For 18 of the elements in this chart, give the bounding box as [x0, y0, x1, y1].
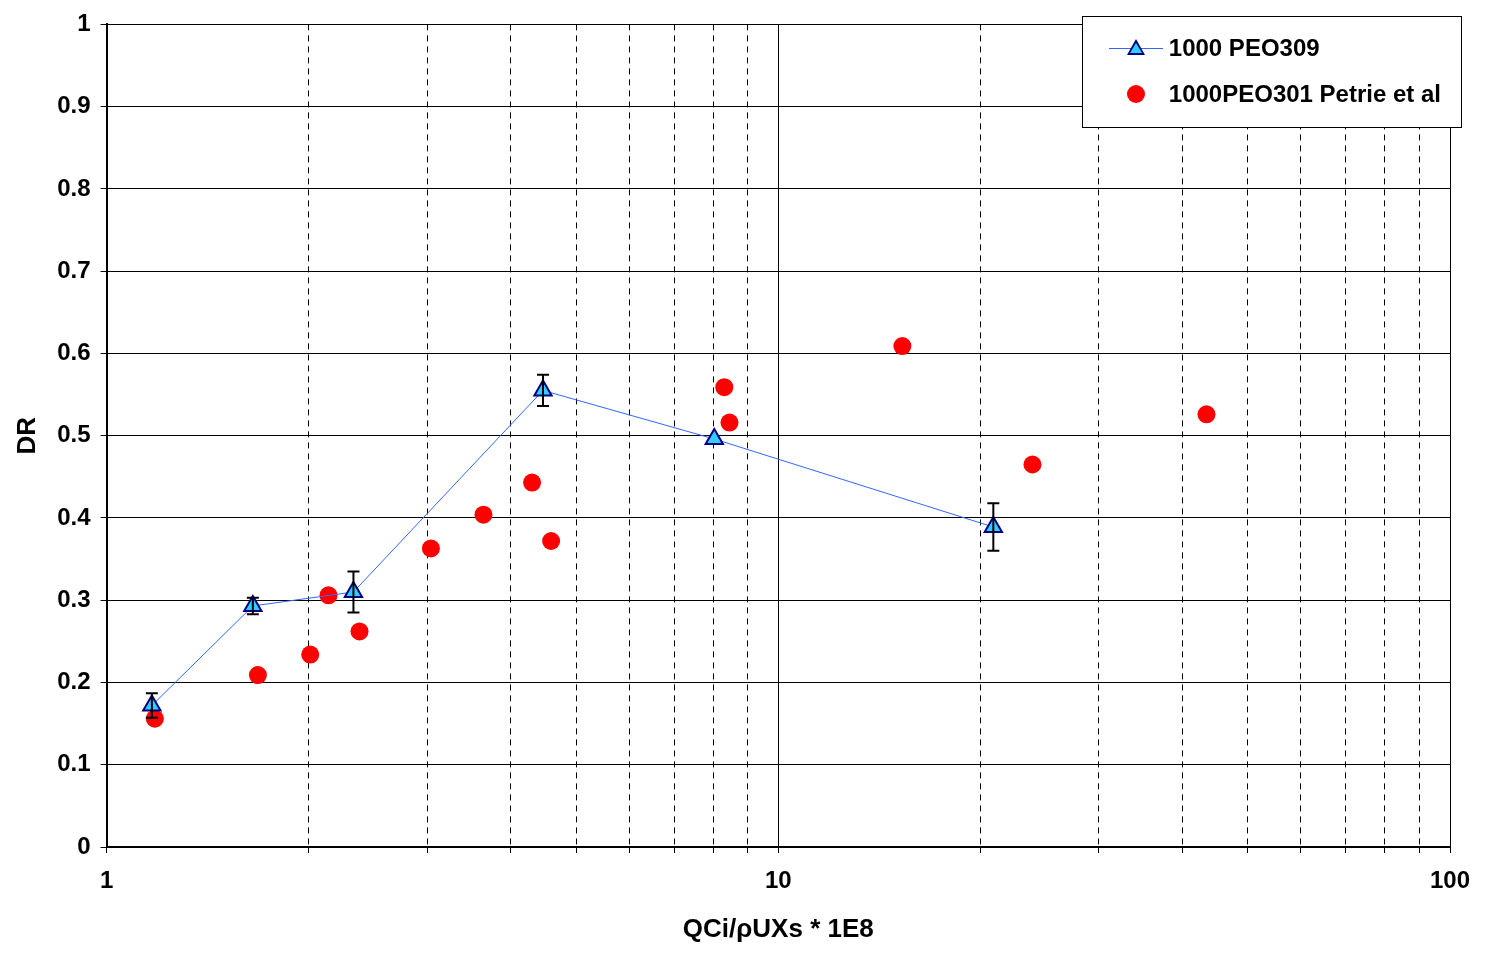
x-tick-label: 1 [99, 866, 114, 894]
y-tick-label: 0.3 [57, 584, 91, 612]
y-tick-label: 0 [77, 831, 91, 859]
legend-label: 1000 PEO309 [1168, 34, 1320, 62]
y-tick-label: 0.8 [57, 173, 91, 201]
x-tick-label: 10 [764, 866, 792, 894]
y-tick-label: 0.6 [57, 338, 91, 366]
x-tick-label: 100 [1429, 866, 1471, 894]
x-axis-title: QCi/ρUXs * 1E8 [682, 912, 874, 943]
y-tick-label: 0.4 [57, 502, 92, 530]
y-tick-label: 0.2 [57, 667, 91, 695]
y-axis-title: DR [10, 416, 41, 455]
y-tick-label: 0.1 [57, 749, 91, 777]
y-tick-label: 0.5 [57, 420, 91, 448]
legend-label: 1000PEO301 Petrie et al [1168, 80, 1441, 108]
y-tick-label: 0.9 [57, 91, 91, 119]
y-tick-label: 1 [77, 9, 91, 37]
y-tick-label: 0.7 [57, 255, 91, 283]
